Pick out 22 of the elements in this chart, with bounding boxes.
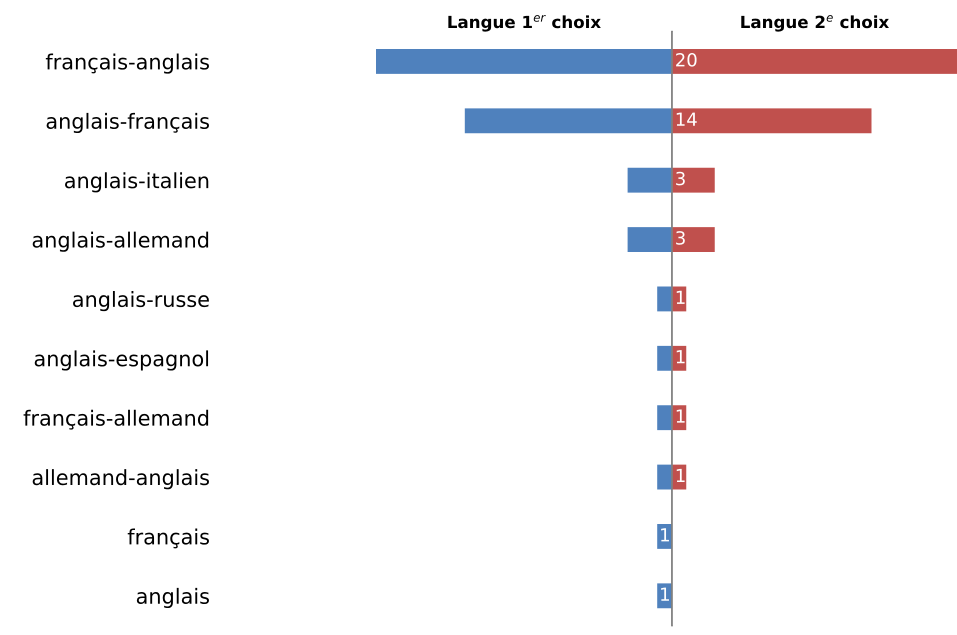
y-tick-label: anglais-russe — [73, 291, 209, 312]
y-tick-label: français-allemand — [24, 410, 208, 430]
y-tick-label: anglais — [136, 588, 209, 608]
data-label: 1 — [676, 409, 685, 423]
y-tick-label: français-anglais — [46, 54, 209, 74]
y-tick-label: anglais-allemand — [32, 232, 208, 252]
y-tick-label: anglais-espagnol — [34, 350, 208, 371]
data-label: 1 — [676, 290, 685, 304]
data-label: 1 — [676, 468, 685, 482]
y-tick-label: anglais-français — [46, 112, 209, 134]
data-label: 1 — [661, 588, 669, 601]
series-label: Langue 1$^{er}$ choix — [448, 15, 601, 32]
y-tick-label: anglais-italien — [65, 172, 208, 192]
data-label: 3 — [676, 172, 685, 186]
data-label: 1 — [676, 350, 685, 364]
y-tick-label: allemand-anglais — [32, 469, 209, 490]
y-tick-label: français — [128, 528, 209, 548]
series-label: Langue 2$^{e}$ choix — [741, 15, 889, 32]
data-label: 14 — [676, 112, 697, 126]
data-label: 3 — [676, 231, 685, 245]
data-label: 1 — [661, 528, 669, 542]
data-label: 20 — [676, 53, 697, 67]
